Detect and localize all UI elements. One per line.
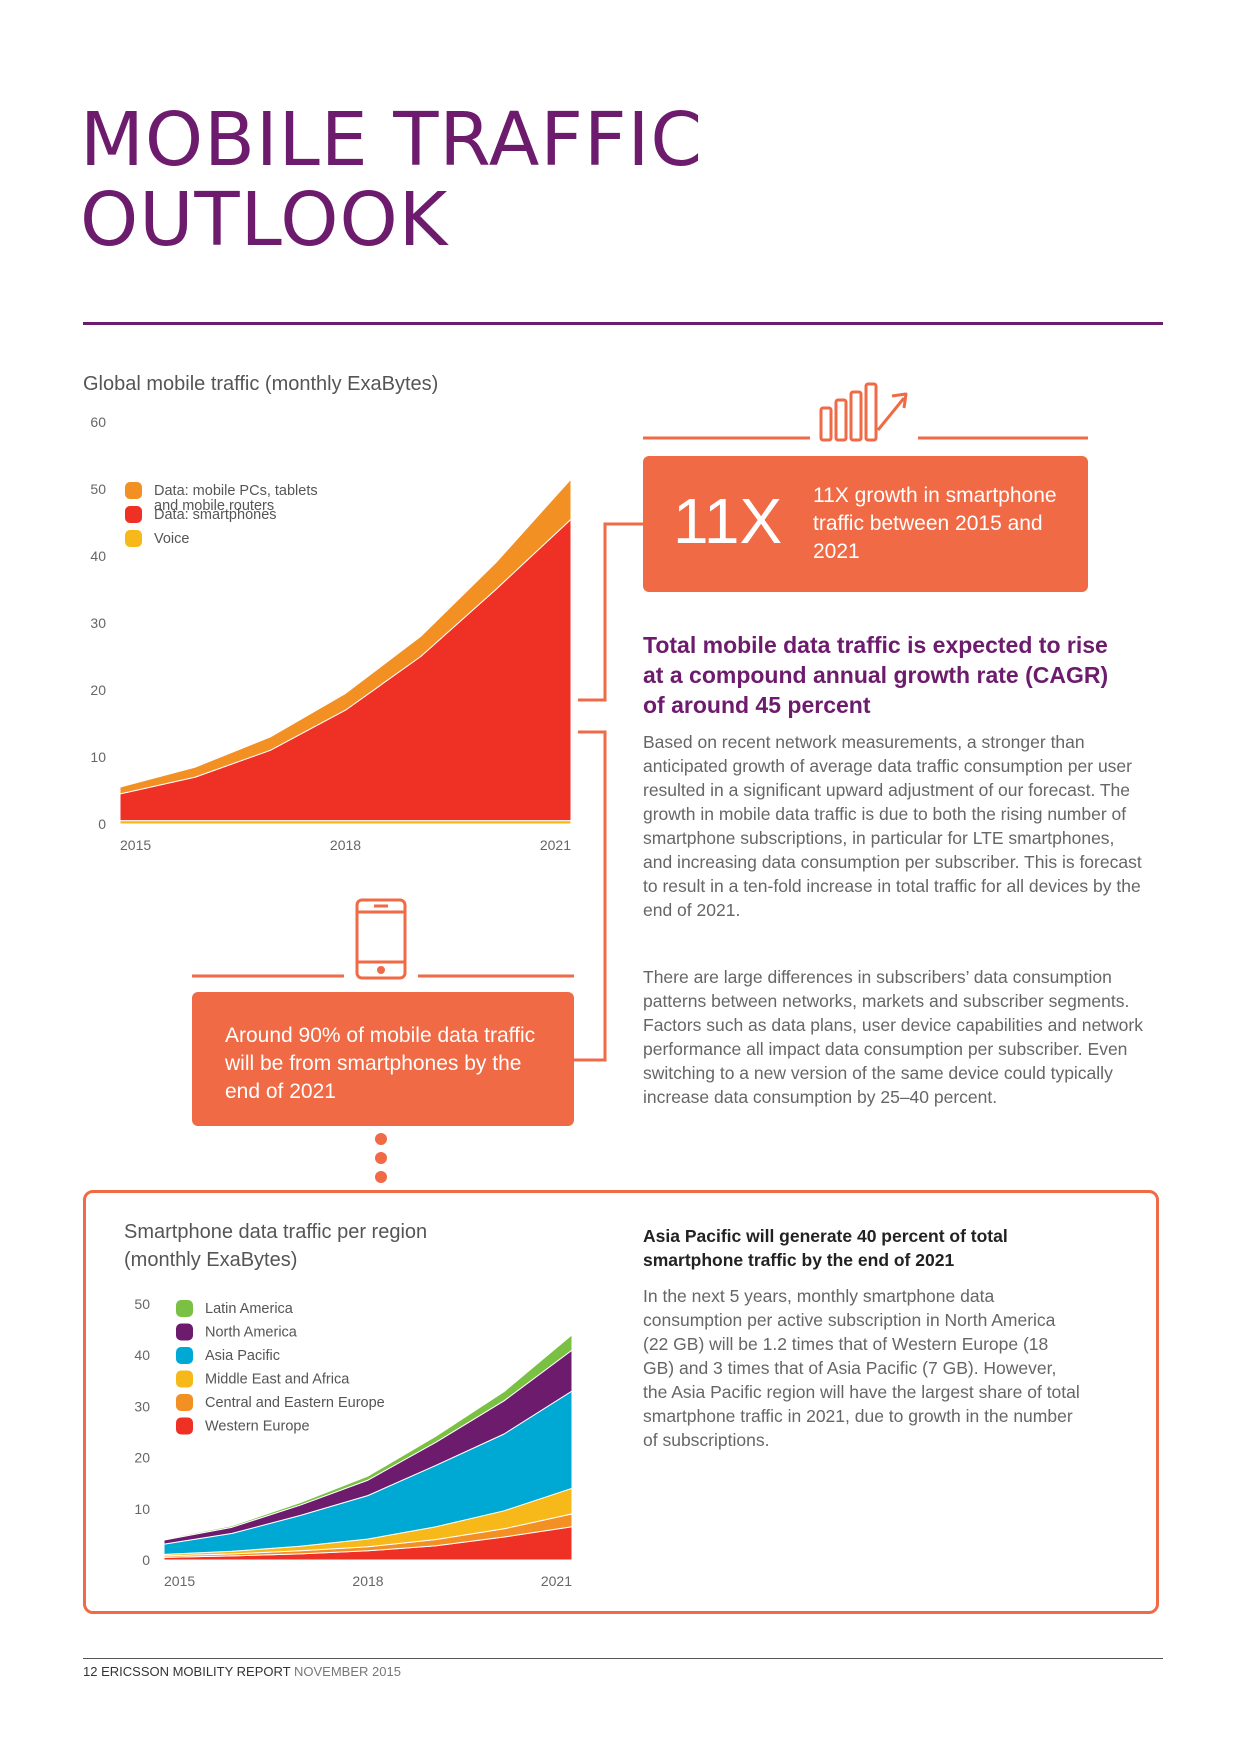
x-tick-label: 2018	[330, 837, 361, 853]
legend-label-north-america: North America	[205, 1325, 298, 1341]
region-headline: Asia Pacific will generate 40 percent of…	[643, 1226, 1008, 1270]
legend-label-latin-america: Latin America	[205, 1301, 294, 1317]
legend-label-central-and-eastern-europe: Central and Eastern Europe	[205, 1395, 385, 1411]
legend-swatch-latin-america	[176, 1300, 193, 1317]
chart2-title-line1: Smartphone data traffic per region	[124, 1221, 428, 1243]
footer-page-number: 12	[83, 1664, 98, 1679]
legend-swatch-data-mobile-pcs-tablets	[125, 482, 142, 499]
page-title-line2: OUTLOOK	[80, 177, 449, 263]
chart2-title-line2: (monthly ExaBytes)	[124, 1249, 298, 1271]
growth-callout: 11X 11X growth in smartphone traffic bet…	[643, 456, 1088, 592]
legend-swatch-asia-pacific	[176, 1347, 193, 1364]
growth-chart-icon	[819, 382, 908, 442]
region-traffic-chart: 0 10 20 30 40 50 2015 2018 2021 Latin America Nort…	[134, 1296, 573, 1589]
legend-label-western-europe: Western Europe	[205, 1419, 310, 1435]
y-tick-label: 30	[134, 1398, 150, 1414]
area-voice	[119, 820, 572, 825]
y-tick-label: 20	[134, 1450, 150, 1466]
section-headline: Total mobile data traffic is expected to…	[643, 632, 1109, 718]
y-tick-label: 10	[90, 749, 106, 765]
growth-big-number: 11X	[673, 485, 783, 557]
x-tick-label: 2018	[352, 1573, 383, 1589]
dot-connector	[375, 1133, 387, 1183]
smartphone-icon	[355, 898, 407, 980]
growth-callout-text: 11X growth in smartphone traffic between…	[813, 484, 1057, 563]
connector-top	[578, 522, 643, 702]
legend-swatch-data-smartphones	[125, 506, 142, 523]
footer-report-name: ERICSSON MOBILITY REPORT	[101, 1664, 291, 1679]
title-divider	[83, 322, 1163, 325]
legend-swatch-voice	[125, 530, 142, 547]
body-paragraph-1: Based on recent network measurements, a …	[643, 732, 1142, 920]
x-tick-label: 2021	[541, 1573, 572, 1589]
footer: 12 ERICSSON MOBILITY REPORT NOVEMBER 201…	[83, 1664, 401, 1679]
y-tick-label: 40	[134, 1347, 150, 1363]
legend-label-voice: Voice	[154, 531, 189, 547]
legend-swatch-western-europe	[176, 1417, 193, 1435]
y-tick-label: 50	[134, 1296, 150, 1312]
body-paragraph-2: There are large differences in subscribe…	[643, 967, 1143, 1107]
smartphone-callout-text: Around 90% of mobile data traffic will b…	[225, 1024, 536, 1103]
area-data-mobile-pcs-tablets-and-mobile-routers	[119, 478, 572, 795]
legend-swatch-central-and-eastern-europe	[176, 1394, 193, 1411]
legend-label-middle-east-and-africa: Middle East and Africa	[205, 1372, 350, 1388]
page-title: MOBILE TRAFFIC OUTLOOK	[80, 100, 840, 260]
y-tick-label: 40	[90, 548, 106, 564]
legend-label-data-mobile-pcs-tablets: Data: mobile PCs, tablets	[154, 483, 318, 499]
area-latin-america	[163, 1334, 573, 1541]
legend-label-asia-pacific: Asia Pacific	[205, 1348, 280, 1364]
page-title-line1: MOBILE TRAFFIC	[80, 97, 704, 183]
smartphone-callout: Around 90% of mobile data traffic will b…	[192, 992, 574, 1126]
footer-divider	[83, 1658, 1163, 1659]
region-section-box	[83, 1190, 1159, 1614]
legend-swatch-middle-east-and-africa	[176, 1370, 193, 1388]
y-tick-label: 30	[90, 615, 106, 631]
legend-label-data-smartphones: Data: smartphones	[154, 507, 277, 523]
y-tick-label: 10	[134, 1501, 150, 1517]
connector-mid	[574, 730, 607, 1062]
x-tick-label: 2015	[164, 1573, 195, 1589]
y-tick-label: 20	[90, 682, 106, 698]
y-tick-label: 50	[90, 481, 106, 497]
region-paragraph: In the next 5 years, monthly smartphone …	[643, 1286, 1080, 1450]
x-tick-label: 2015	[120, 837, 151, 853]
y-tick-label: 0	[142, 1552, 150, 1568]
global-traffic-chart: 0 10 20 30 40 50 60 2015 2018 2021 Data: mobile PC…	[90, 414, 572, 853]
legend-label-line2: and mobile routers	[154, 498, 274, 514]
chart1-title: Global mobile traffic (monthly ExaBytes)	[83, 373, 439, 395]
x-tick-label: 2021	[540, 837, 571, 853]
legend-swatch-north-america	[176, 1323, 193, 1341]
footer-date: NOVEMBER 2015	[294, 1664, 401, 1679]
chart2-title: Smartphone data traffic per region (mont…	[124, 1218, 427, 1274]
y-tick-label: 0	[98, 816, 106, 832]
y-tick-label: 60	[90, 414, 106, 430]
